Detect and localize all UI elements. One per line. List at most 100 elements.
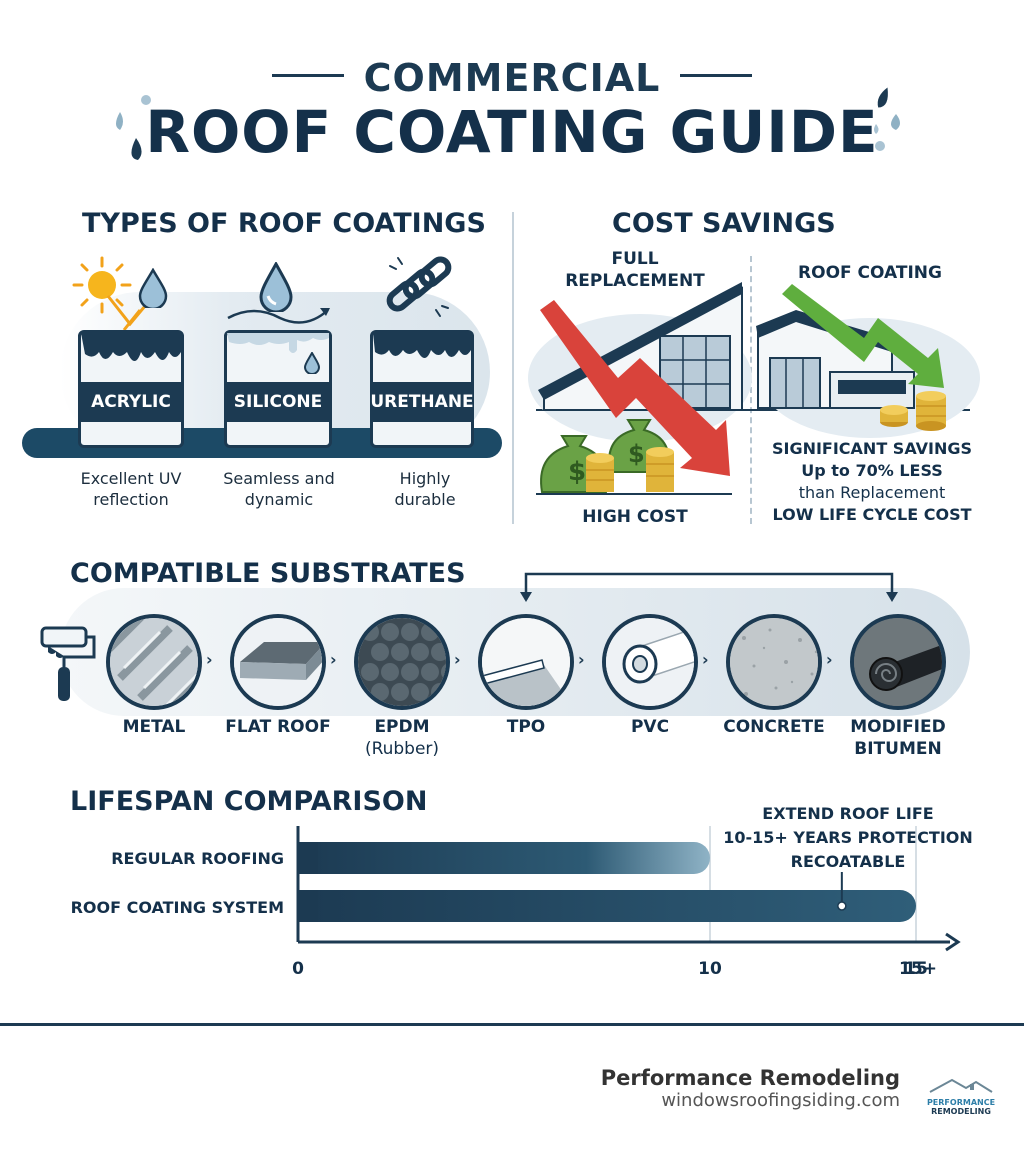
modified-label: MODIFIED [850,717,946,737]
category-label-coating: ROOF COATING SYSTEM [70,898,284,917]
paint-can-urethane: URETHANE [370,330,474,448]
savings-text: SIGNIFICANT SAVINGS Up to 70% LESS than … [754,438,990,526]
annotation-line3: RECOATABLE [790,852,906,871]
acrylic-label: ACRYLIC [78,382,184,422]
logo-line1: PERFORMANCE [926,1098,996,1107]
logo-line2: REMODELING [931,1107,991,1116]
tick-label-3: 15+ [899,959,937,979]
pvc-icon [602,614,698,710]
flow-arrow-5-icon: › [702,650,709,669]
chain-link-icon [386,256,452,317]
epdm-sublabel: (Rubber) [364,739,440,759]
substrate-label-concrete: CONCRETE [712,716,836,738]
urethane-caption-line1: Highly [399,469,451,488]
substrate-label-pvc: PVC [590,716,710,738]
tick-label-1: 10 [698,959,722,979]
urethane-caption: Highly durable [350,468,500,510]
bar-base-1 [298,890,318,922]
savings-line3: than Replacement [798,483,946,502]
cost-heading: COST SAVINGS [612,208,836,239]
tpo-icon [478,614,574,710]
substrate-label-epdm: EPDM (Rubber) [342,716,462,760]
title-rule-right [680,74,752,77]
title-drops-left-icon [116,95,151,160]
svg-text:$: $ [628,440,645,468]
urethane-caption-line2: durable [394,490,456,509]
cost-illustration: $ $ [528,282,980,495]
annotation-line2: 10-15+ YEARS PROTECTION [723,828,973,847]
substrate-label-modified-bitumen: MODIFIED BITUMEN [836,716,960,760]
silicone-drop-icon [259,262,293,312]
savings-line2: Up to 70% LESS [801,461,943,480]
tick-label-0: 0 [292,959,304,979]
acrylic-caption-line2: reflection [93,490,169,509]
full-replacement-line2: REPLACEMENT [565,271,705,291]
brand-logo: PERFORMANCE REMODELING [926,1076,996,1116]
savings-line4: LOW LIFE CYCLE COST [772,505,972,524]
logo-roof-icon [929,1078,993,1093]
roof-coating-title: ROOF COATING [798,263,942,283]
water-drop-icon [138,268,168,308]
flow-arrow-1-icon: › [206,650,213,669]
high-cost-caption: HIGH COST [582,507,688,527]
substrate-label-tpo: TPO [466,716,586,738]
bar-roof-coating-system [298,890,916,922]
pvc-label: PVC [630,717,670,737]
acrylic-caption-line1: Excellent UV [80,469,182,488]
metal-icon [106,614,202,710]
low-cost-arrow-icon [782,284,944,388]
paint-can-silicone: SILICONE [224,330,332,448]
urethane-label: URETHANE [370,382,474,422]
epdm-icon [354,614,450,710]
substrates-heading: COMPATIBLE SUBSTRATES [70,558,466,589]
lifespan-heading: LIFESPAN COMPARISON [70,786,428,817]
silicone-caption: Seamless and dynamic [204,468,354,510]
silicone-caption-line2: dynamic [244,490,314,509]
high-cost-arrow-icon [540,300,730,476]
cost-dashed-divider [750,256,752,524]
title-rule-left [272,74,344,77]
lifespan-annotation: EXTEND ROOF LIFE 10-15+ YEARS PROTECTION… [716,802,980,874]
brand-url[interactable]: windowsroofingsiding.com [661,1090,900,1111]
bar-regular-roofing [298,842,710,874]
substrate-label-metal: METAL [94,716,214,738]
flow-arrow-6-icon: › [826,650,833,669]
flow-arrow-4-icon: › [578,650,585,669]
full-replacement-title: FULL REPLACEMENT [540,248,730,292]
category-label-regular: REGULAR ROOFING [111,849,284,868]
sun-icon [72,256,132,314]
full-replacement-line1: FULL [611,249,659,269]
silicone-label: SILICONE [224,382,332,422]
flow-arrow-icon [227,308,330,324]
flat-roof-label: FLAT ROOF [225,717,331,737]
bitumen-label: BITUMEN [854,739,942,759]
bracket-arrow-icon [520,572,898,602]
bar-base-0 [298,842,318,874]
tpo-label: TPO [506,717,546,737]
footer-divider [0,1023,1024,1026]
tick-label-2: 15 [904,959,928,979]
brand-name: Performance Remodeling [600,1066,900,1090]
metal-label: METAL [122,717,186,737]
money-bags-icon: $ $ [536,419,732,495]
concrete-icon [726,614,822,710]
flow-arrow-3-icon: › [454,650,461,669]
paint-can-acrylic: ACRYLIC [78,330,184,448]
svg-text:$: $ [568,457,586,487]
acrylic-caption: Excellent UV reflection [56,468,206,510]
annotation-dot [837,901,847,911]
page-title: ROOF COATING GUIDE [145,98,879,166]
coins-right-icon [880,391,946,431]
paint-roller-icon [40,626,96,701]
annotation-line1: EXTEND ROOF LIFE [762,804,934,823]
silicone-caption-line1: Seamless and [223,469,335,488]
title-drops-right-icon [874,87,900,151]
savings-line1: SIGNIFICANT SAVINGS [771,439,973,458]
epdm-label: EPDM [374,717,430,737]
substrate-label-flat-roof: FLAT ROOF [214,716,342,738]
flat-roof-icon [230,614,326,710]
flow-arrow-2-icon: › [330,650,337,669]
concrete-label: CONCRETE [723,717,825,737]
modified-bitumen-icon [850,614,946,710]
